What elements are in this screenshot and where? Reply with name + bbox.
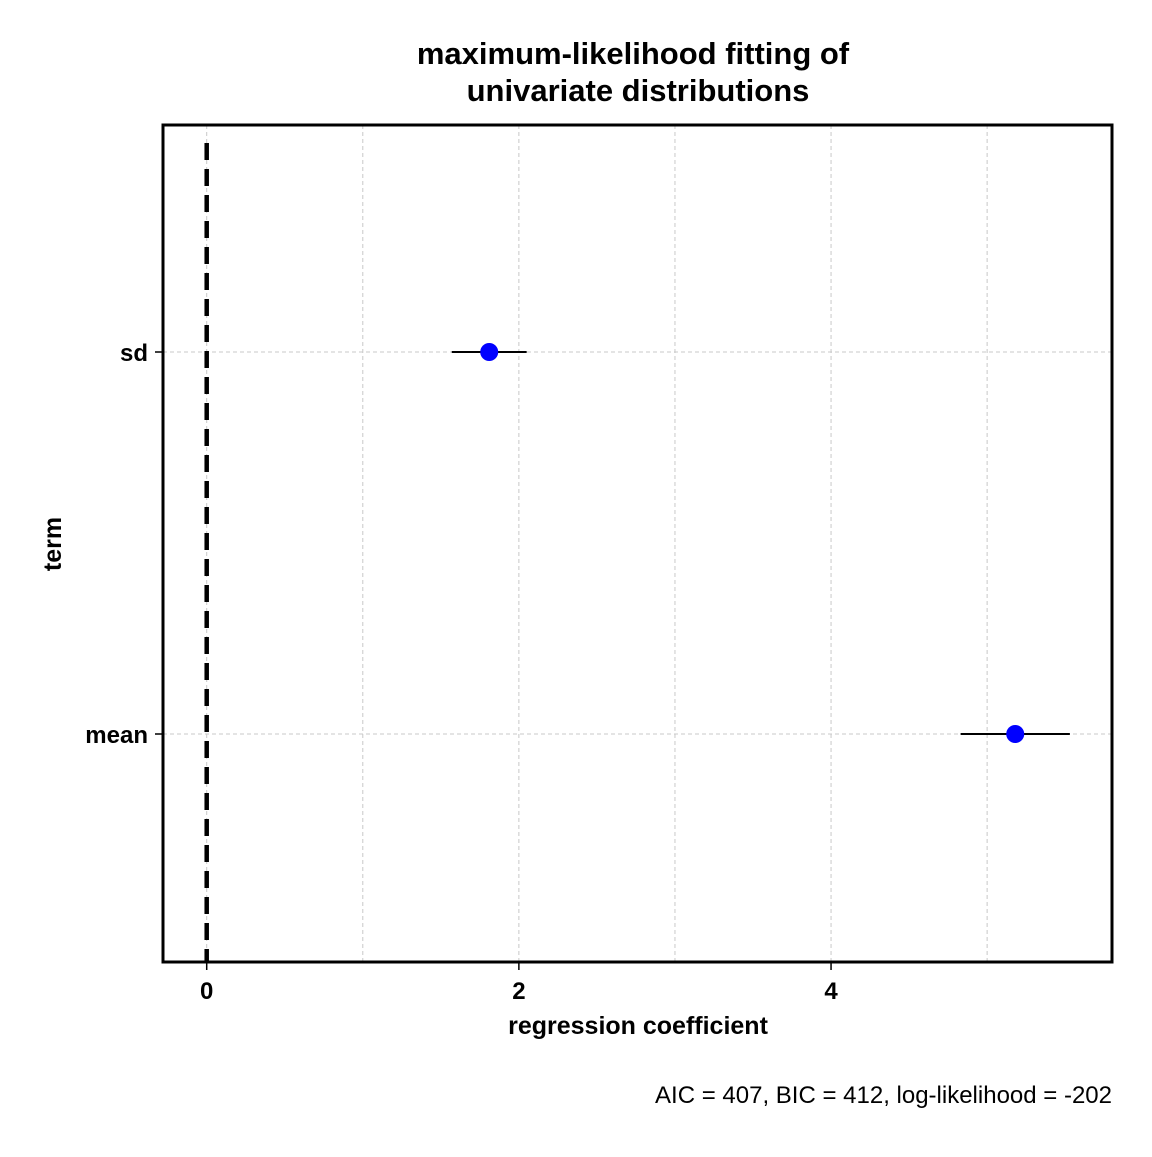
point-estimate-sd [480, 343, 499, 361]
y-axis-title: term [39, 517, 67, 571]
x-tick-label: 2 [512, 978, 525, 1005]
y-axis-ticks: sd mean [85, 340, 162, 749]
y-tick-label-mean: mean [85, 722, 148, 749]
chart-title: maximum-likelihood fitting of univariate… [417, 36, 850, 108]
plot-panel-border [161, 123, 1114, 964]
point-estimate-mean [1006, 725, 1025, 743]
x-axis-title: regression coefficient [508, 1012, 768, 1040]
chart-title-line-2: univariate distributions [467, 73, 810, 108]
data-marks [451, 343, 1070, 743]
model-fit-caption: AIC = 407, BIC = 412, log-likelihood = -… [655, 1082, 1112, 1109]
gridlines [163, 125, 1112, 962]
y-tick-label-sd: sd [120, 340, 148, 367]
chart-title-line-1: maximum-likelihood fitting of [417, 36, 850, 71]
x-tick-label: 4 [824, 978, 838, 1005]
x-tick-label: 0 [200, 978, 213, 1005]
x-axis-ticks: 0 2 4 [200, 963, 838, 1005]
